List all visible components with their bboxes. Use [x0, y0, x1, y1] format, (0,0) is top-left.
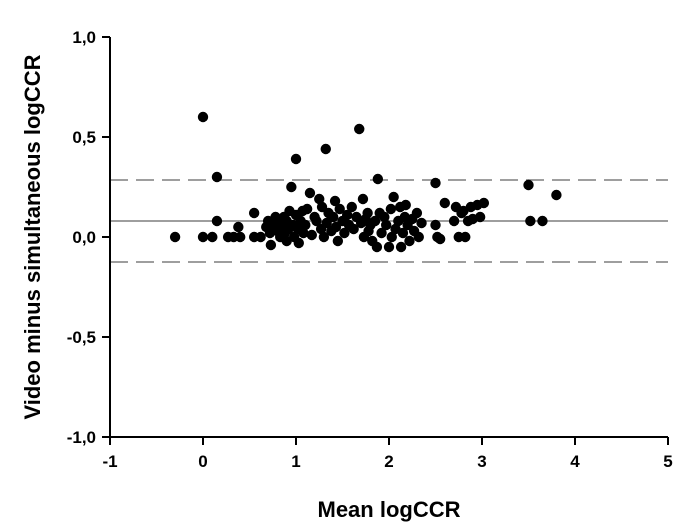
data-point: [248, 207, 260, 219]
data-point: [383, 241, 395, 253]
data-point: [388, 191, 399, 203]
data-point: [211, 171, 223, 183]
data-point: [341, 209, 353, 221]
data-point: [233, 221, 244, 233]
data-point: [434, 233, 446, 245]
x-tick-label: -1: [102, 452, 117, 471]
data-point: [286, 181, 297, 193]
data-point: [357, 193, 369, 205]
data-point: [416, 217, 427, 229]
data-point: [537, 215, 548, 227]
data-point: [169, 231, 181, 243]
data-point: [411, 207, 423, 219]
x-tick-label: 2: [384, 452, 393, 471]
data-points: [169, 111, 562, 253]
data-point: [460, 231, 471, 243]
x-tick-label: 0: [198, 452, 207, 471]
data-point: [320, 143, 331, 155]
y-tick-label: -1,0: [67, 428, 96, 447]
data-point: [235, 231, 246, 243]
data-point: [348, 223, 359, 235]
data-point: [362, 207, 373, 219]
data-point: [381, 219, 392, 231]
data-point: [311, 215, 322, 227]
data-point: [211, 215, 223, 227]
data-point: [397, 227, 409, 239]
data-point: [298, 227, 309, 239]
data-point: [371, 241, 383, 253]
data-point: [525, 215, 536, 227]
x-tick-label: 1: [291, 452, 300, 471]
data-point: [439, 197, 450, 209]
data-point: [306, 229, 318, 241]
x-axis-title: Mean logCCR: [318, 497, 461, 522]
data-point: [376, 227, 387, 239]
data-point: [354, 123, 365, 135]
x-tick-label: 5: [663, 452, 672, 471]
y-tick-label: 1,0: [72, 28, 96, 47]
data-point: [290, 153, 302, 165]
data-point: [395, 241, 407, 253]
data-point: [400, 199, 411, 211]
data-point: [478, 197, 490, 209]
data-point: [379, 211, 390, 223]
data-point: [255, 231, 266, 243]
data-point: [404, 235, 415, 247]
data-point: [304, 187, 316, 199]
y-axis-title: Video minus simultaneous logCCR: [20, 54, 45, 419]
data-point: [386, 231, 397, 243]
data-point: [430, 219, 441, 231]
data-point: [318, 231, 330, 243]
data-point: [328, 211, 339, 223]
y-tick-label: 0,0: [72, 228, 96, 247]
data-point: [314, 193, 325, 205]
x-tick-label: 3: [477, 452, 486, 471]
data-point: [334, 203, 345, 215]
y-tick-label: -0,5: [67, 328, 96, 347]
x-tick-label: 4: [570, 452, 580, 471]
data-point: [413, 231, 424, 243]
y-ticks: -1,0 -0,5 0,0 0,5 1,0: [67, 28, 110, 447]
data-point: [385, 203, 397, 215]
data-point: [332, 235, 344, 247]
data-point: [551, 189, 562, 201]
data-point: [300, 219, 311, 231]
data-point: [474, 211, 486, 223]
data-point: [339, 227, 350, 239]
x-ticks: -1 0 1 2 3 4 5: [102, 437, 673, 471]
data-point: [369, 215, 381, 227]
data-point: [372, 173, 384, 185]
data-point: [523, 179, 534, 191]
data-point: [301, 203, 313, 215]
data-point: [293, 237, 304, 249]
data-point: [207, 231, 218, 243]
data-point: [329, 195, 341, 207]
y-tick-label: 0,5: [72, 128, 96, 147]
data-point: [448, 215, 460, 227]
data-point: [197, 111, 209, 123]
data-point: [197, 231, 209, 243]
data-point: [265, 239, 277, 251]
data-point: [430, 177, 441, 189]
data-point: [346, 201, 357, 213]
